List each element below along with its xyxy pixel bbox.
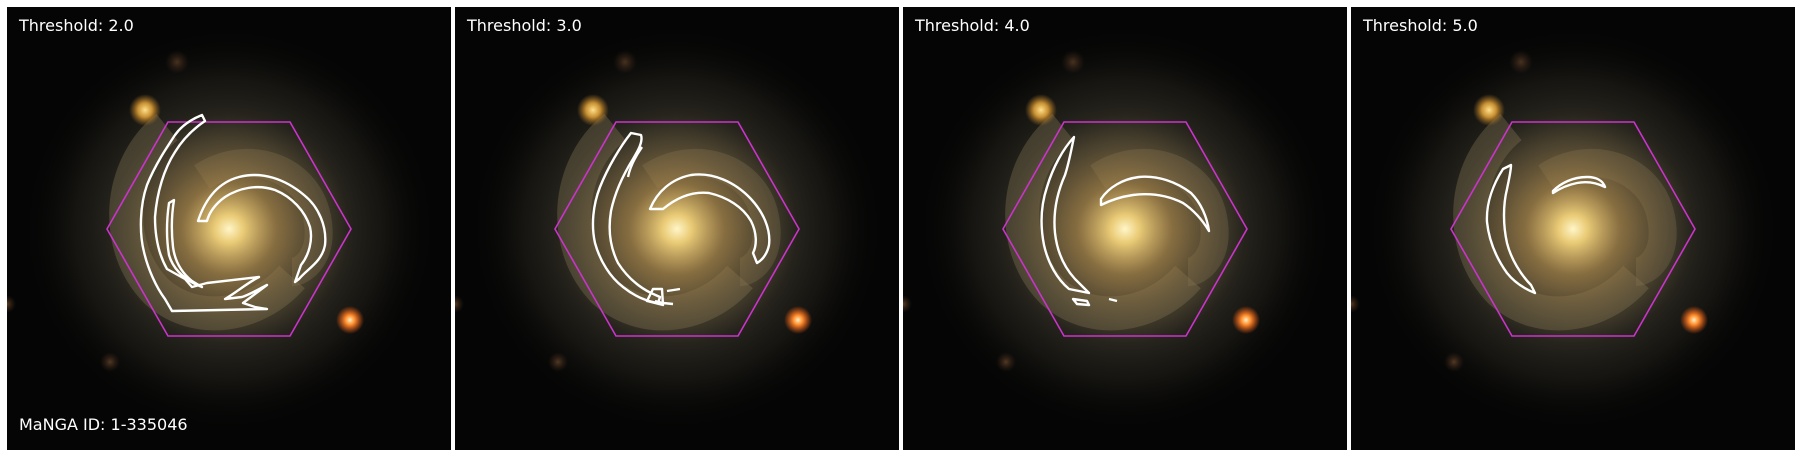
panel-threshold-4: Threshold: 5.0 (1351, 7, 1795, 450)
panel-threshold-1: Threshold: 2.0 MaNGA ID: 1-335046 (7, 7, 451, 450)
galaxy-image (903, 7, 1347, 450)
hexagon-footprint (1450, 121, 1696, 337)
hexagon-footprint (1002, 121, 1248, 337)
arm-mask-contour (591, 131, 771, 307)
galaxy-image (7, 7, 451, 450)
arm-mask-contour (139, 113, 327, 313)
galaxy-image (1351, 7, 1795, 450)
hexagon-footprint (554, 121, 800, 337)
threshold-label: Threshold: 4.0 (915, 16, 1030, 35)
threshold-label: Threshold: 2.0 (19, 16, 134, 35)
panel-threshold-3: Threshold: 4.0 (903, 7, 1347, 450)
galaxy-image (455, 7, 899, 450)
threshold-label: Threshold: 5.0 (1363, 16, 1478, 35)
panel-threshold-2: Threshold: 3.0 (455, 7, 899, 450)
arm-mask-contour (1485, 163, 1607, 295)
galaxy-id-label: MaNGA ID: 1-335046 (19, 415, 188, 434)
hexagon-footprint (106, 121, 352, 337)
arm-mask-contour (1040, 135, 1211, 307)
threshold-label: Threshold: 3.0 (467, 16, 582, 35)
